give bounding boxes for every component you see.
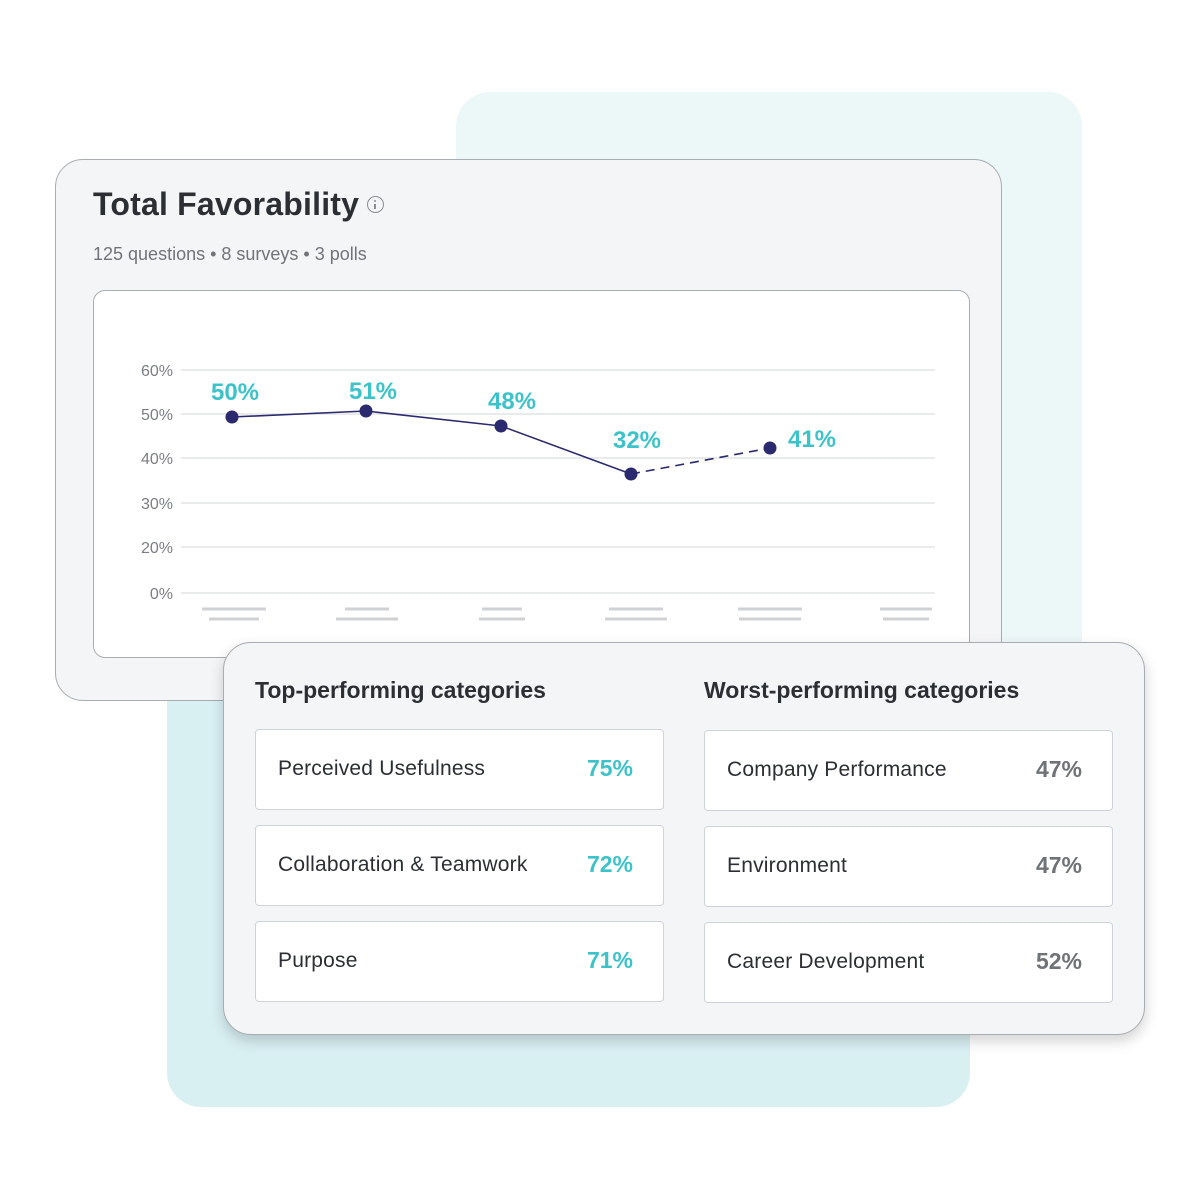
series-line xyxy=(231,410,632,475)
series-line-dashed xyxy=(630,447,771,475)
category-score: 52% xyxy=(1035,948,1082,974)
category-score: 71% xyxy=(586,947,633,973)
y-tick-label: 60% xyxy=(141,363,173,380)
category-name: Environment xyxy=(727,854,848,877)
data-point xyxy=(225,410,239,424)
category-name: Purpose xyxy=(278,949,358,972)
category-name: Perceived Usefulness xyxy=(278,757,486,780)
category-item[interactable]: Collaboration & Teamwork 72% xyxy=(255,825,664,906)
y-tick-label: 30% xyxy=(141,496,173,513)
category-item[interactable]: Purpose 71% xyxy=(255,921,664,1002)
favorability-card: Total Favorability 125 questions • 8 sur… xyxy=(55,159,1002,701)
categories-card: Top-performing categories Perceived Usef… xyxy=(223,642,1145,1035)
category-item[interactable]: Company Performance 47% xyxy=(704,730,1113,811)
y-tick-label: 40% xyxy=(141,451,173,468)
category-name: Collaboration & Teamwork xyxy=(278,853,528,876)
favorability-title-row: Total Favorability xyxy=(93,186,385,223)
y-tick-label: 20% xyxy=(141,540,173,557)
y-tick-label: 50% xyxy=(141,407,173,424)
category-name: Company Performance xyxy=(727,758,947,781)
favorability-subtitle: 125 questions • 8 surveys • 3 polls xyxy=(93,244,367,264)
category-name: Career Development xyxy=(727,950,925,973)
data-point xyxy=(359,404,373,418)
data-point xyxy=(624,467,638,481)
data-point xyxy=(494,419,508,433)
worst-categories-heading: Worst-performing categories xyxy=(704,677,1020,703)
favorability-chart: 0% 20% 30% 40% 50% 60% 50% 51% 48% 32% 41% xyxy=(93,290,970,658)
data-label: 41% xyxy=(788,426,836,453)
category-score: 47% xyxy=(1035,852,1082,878)
category-item[interactable]: Environment 47% xyxy=(704,826,1113,907)
data-label: 48% xyxy=(488,388,536,415)
category-score: 72% xyxy=(586,851,633,877)
data-point xyxy=(763,441,777,455)
y-tick-label: 0% xyxy=(150,586,173,603)
category-score: 75% xyxy=(586,755,633,781)
favorability-line-chart: 0% 20% 30% 40% 50% 60% 50% 51% 48% 32% 41% xyxy=(141,363,935,621)
data-label: 50% xyxy=(211,379,259,406)
data-label: 32% xyxy=(613,427,661,454)
category-item[interactable]: Career Development 52% xyxy=(704,922,1113,1003)
info-circle-icon[interactable] xyxy=(367,196,385,213)
data-label: 51% xyxy=(349,378,397,405)
top-categories-heading: Top-performing categories xyxy=(255,677,546,703)
favorability-title: Total Favorability xyxy=(93,186,360,222)
category-score: 47% xyxy=(1035,756,1082,782)
category-item[interactable]: Perceived Usefulness 75% xyxy=(255,729,664,810)
